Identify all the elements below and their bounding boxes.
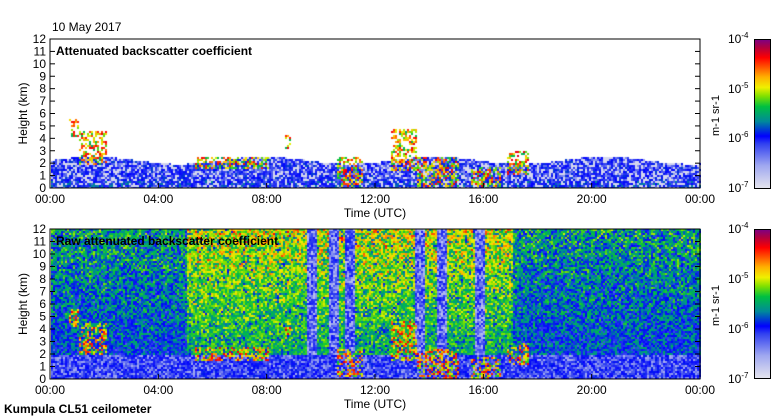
x-tick-label: 00:00 xyxy=(685,192,715,206)
x-tick-label: 04:00 xyxy=(143,383,173,397)
colorbar-tick-label: 10-6 xyxy=(728,130,749,146)
x-tick-label: 12:00 xyxy=(360,192,390,206)
y-tick-label: 2 xyxy=(39,347,46,361)
x-tick-label: 00:00 xyxy=(685,383,715,397)
y-tick-label: 12 xyxy=(33,32,47,46)
y-tick-label: 5 xyxy=(39,119,46,133)
y-tick-label: 0 xyxy=(39,372,46,386)
y-tick-label: 3 xyxy=(39,335,46,349)
x-tick-label: 12:00 xyxy=(360,383,390,397)
y-tick-label: 11 xyxy=(34,44,47,58)
colorbar-tick-label: 10-7 xyxy=(728,371,749,386)
panel1-title: Attenuated backscatter coefficient xyxy=(56,44,253,58)
backscatter-heatmap xyxy=(51,39,701,188)
x-axis-label: Time (UTC) xyxy=(344,206,406,220)
y-axis-label: Height (km) xyxy=(16,273,30,335)
colorbar-tick-label: 10-5 xyxy=(728,80,749,96)
raw-backscatter-heatmap xyxy=(51,229,701,379)
x-axis-label: Time (UTC) xyxy=(344,397,406,411)
colorbar-tick-label: 10-4 xyxy=(728,221,749,236)
y-tick-label: 7 xyxy=(39,285,46,299)
date-label: 10 May 2017 xyxy=(52,20,122,34)
x-tick-label: 00:00 xyxy=(35,383,65,397)
x-tick-label: 08:00 xyxy=(252,192,282,206)
y-tick-label: 9 xyxy=(39,69,46,83)
colorbar-tick-label: 10-7 xyxy=(728,180,749,195)
x-tick-label: 20:00 xyxy=(577,192,607,206)
y-tick-label: 5 xyxy=(39,310,46,324)
y-tick-label: 12 xyxy=(33,222,47,236)
plot-frame xyxy=(49,38,701,189)
x-tick-label: 20:00 xyxy=(577,383,607,397)
y-tick-label: 4 xyxy=(39,131,46,145)
y-tick-label: 4 xyxy=(39,322,46,336)
y-tick-label: 9 xyxy=(39,260,46,274)
colorbar-tick-label: 10-6 xyxy=(728,321,749,336)
y-tick-label: 3 xyxy=(39,144,46,158)
x-tick-label: 16:00 xyxy=(468,383,498,397)
y-tick-label: 2 xyxy=(39,156,46,170)
y-tick-label: 1 xyxy=(39,169,46,183)
y-tick-label: 8 xyxy=(39,272,46,286)
colorbar-1 xyxy=(754,39,771,189)
y-axis-label: Height (km) xyxy=(16,82,30,144)
y-tick-label: 7 xyxy=(39,94,46,108)
y-tick-label: 10 xyxy=(33,57,47,71)
y-tick-label: 6 xyxy=(39,107,46,121)
colorbar-tick-label: 10-4 xyxy=(728,31,749,46)
y-tick-label: 10 xyxy=(33,247,47,261)
x-tick-label: 16:00 xyxy=(468,192,498,206)
y-tick-label: 11 xyxy=(34,235,47,249)
panel2-title: Raw attenuated backscatter coefficient xyxy=(56,234,279,248)
plot-frame xyxy=(49,228,701,380)
x-tick-label: 00:00 xyxy=(35,192,65,206)
x-tick-label: 04:00 xyxy=(143,192,173,206)
y-tick-label: 6 xyxy=(39,297,46,311)
colorbar-unit-label: m-1 sr-1 xyxy=(710,285,722,326)
x-tick-label: 08:00 xyxy=(252,383,282,397)
y-tick-label: 0 xyxy=(39,181,46,195)
y-tick-label: 8 xyxy=(39,82,46,96)
colorbar-2 xyxy=(754,229,771,379)
y-tick-label: 1 xyxy=(39,360,46,374)
colorbar-tick-label: 10-5 xyxy=(728,271,749,286)
instrument-label: Kumpula CL51 ceilometer xyxy=(4,402,152,416)
colorbar-unit-label: m-1 sr-1 xyxy=(710,94,722,136)
